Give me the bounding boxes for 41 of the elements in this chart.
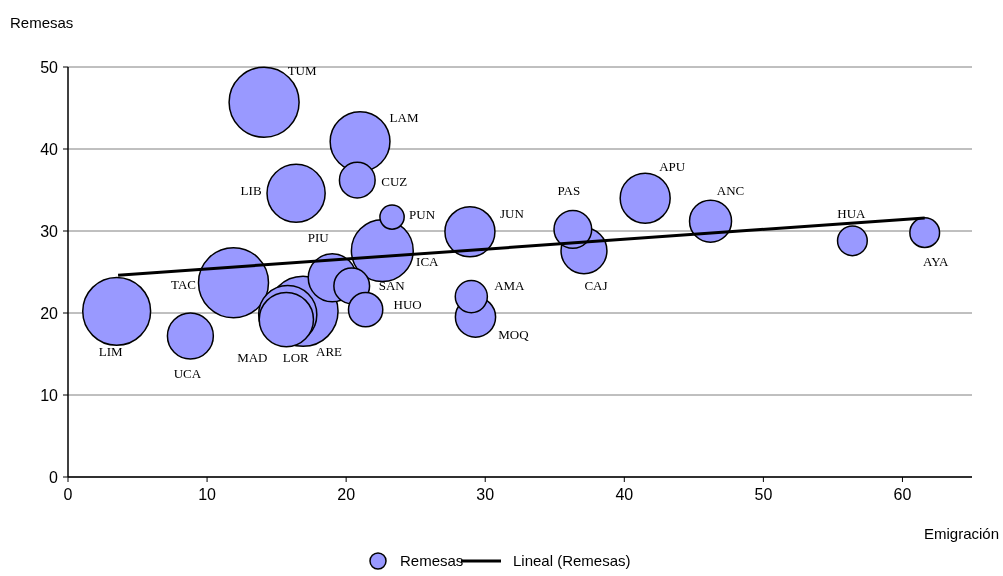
x-axis-title: Emigración [923, 525, 999, 542]
y-axis-title: Remesas [10, 14, 74, 31]
x-tick-label: 60 [893, 486, 912, 503]
annotation: ICA [416, 254, 440, 270]
annotation: ARE [316, 343, 343, 359]
annotation: HUA [837, 206, 867, 222]
y-tick-label: 0 [49, 468, 59, 486]
annotation: CAJ [584, 278, 608, 294]
annotation: LIM [98, 343, 124, 359]
x-tick-label: 30 [476, 486, 495, 503]
x-tick-label: 10 [198, 486, 217, 503]
x-tick-label: 0 [63, 486, 73, 503]
y-tick-label: 50 [40, 58, 59, 76]
annotation: MAD [237, 350, 268, 366]
legend-label: Remesas [400, 552, 464, 570]
annotation: APU [659, 158, 686, 174]
annotation: AMA [494, 278, 526, 294]
y-tick-label: 40 [40, 140, 59, 158]
annotation: ANC [716, 182, 745, 198]
x-tick-label: 20 [337, 486, 356, 503]
legend-label: Lineal (Remesas) [513, 552, 631, 570]
annotation: PAS [557, 182, 581, 198]
annotation: MOQ [498, 326, 530, 342]
annotation: PIU [307, 230, 330, 246]
annotation: SAN [378, 278, 406, 294]
annotation: LIB [240, 182, 262, 198]
annotation: AYA [922, 254, 950, 270]
annotation: LOR [282, 350, 310, 366]
y-tick-label: 20 [40, 304, 59, 322]
annotation: LAM [389, 110, 419, 126]
y-tick-label: 30 [40, 222, 59, 240]
annotation: PUN [409, 206, 436, 222]
annotation: TUM [287, 62, 317, 78]
annotation: CUZ [381, 173, 408, 189]
annotation: UCA [173, 365, 202, 381]
annotation: HUO [393, 297, 422, 313]
annotation: JUN [500, 206, 525, 222]
y-tick-label: 10 [40, 386, 59, 404]
x-tick-label: 40 [615, 486, 634, 503]
annotation: TAC [171, 277, 196, 293]
x-tick-label: 50 [754, 486, 773, 503]
